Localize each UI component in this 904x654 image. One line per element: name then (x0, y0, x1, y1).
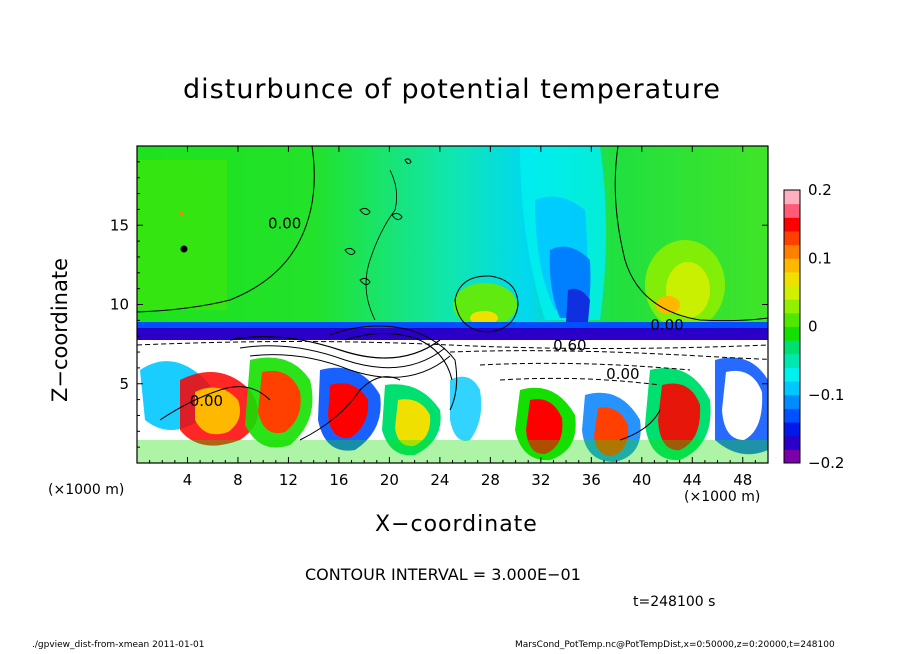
colorbar-swatch (784, 244, 800, 259)
x-tick-label: 4 (183, 471, 193, 489)
x-tick-label: 32 (531, 471, 550, 489)
colorbar-swatch (784, 312, 800, 327)
colorbar-swatch (784, 190, 800, 205)
colorbar-swatch (784, 203, 800, 218)
y-axis-label: Z−coordinate (48, 258, 72, 402)
contour-interval-note: CONTOUR INTERVAL = 3.000E−01 (305, 565, 581, 584)
y-tick-label: 15 (110, 216, 129, 234)
footer-left: ./gpview_dist-from-xmean 2011-01-01 (32, 640, 205, 650)
contour-label: 0.00 (190, 392, 223, 410)
colorbar-tick-label: 0.1 (808, 249, 832, 267)
colorbar: 0.2 0.1 0 −0.1 −0.2 (783, 181, 844, 472)
x-unit-label-left: (×1000 m) (48, 482, 125, 498)
chart-title: disturbunce of potential temperature (183, 74, 721, 105)
colorbar-swatch (784, 258, 800, 273)
x-tick-label: 20 (380, 471, 399, 489)
x-tick-label: 28 (481, 471, 500, 489)
x-tick-label: 48 (733, 471, 752, 489)
colorbar-tick-label: −0.2 (808, 454, 844, 472)
heatmap-field (137, 146, 768, 463)
contour-lines (137, 146, 768, 441)
x-tick-label: 12 (279, 471, 298, 489)
colorbar-tick-label: 0 (808, 318, 818, 336)
footer-right: MarsCond_PotTemp.nc@PotTempDist,x=0:5000… (515, 640, 835, 650)
colorbar-tick-label: 0.2 (808, 181, 832, 199)
x-tick-label: 36 (582, 471, 601, 489)
x-tick-label: 24 (430, 471, 449, 489)
contour-label: 0.00 (606, 365, 639, 383)
x-unit-label-right: (×1000 m) (684, 489, 761, 505)
y-axis: 5 10 15 (110, 161, 768, 448)
x-tick-label: 16 (329, 471, 348, 489)
contour-labels: 0.00 0.00 0.60 0.00 0.00 (190, 215, 684, 411)
colorbar-frame (783, 189, 801, 464)
colorbar-swatch (784, 367, 800, 382)
colorbar-swatch (784, 381, 800, 396)
x-tick-label: 8 (233, 471, 243, 489)
colorbar-swatch (784, 299, 800, 314)
colorbar-tick-label: −0.1 (808, 386, 844, 404)
y-tick-label: 5 (119, 375, 129, 393)
colorbar-swatch (784, 230, 800, 246)
colorbar-swatch (784, 449, 800, 464)
x-tick-label: 40 (632, 471, 651, 489)
y-tick-label: 10 (110, 296, 129, 314)
colorbar-swatch (784, 326, 800, 341)
colorbar-swatch (784, 217, 800, 232)
x-tick-label: 44 (683, 471, 702, 489)
colorbar-swatch (784, 353, 800, 368)
colorbar-swatch (784, 394, 800, 409)
contour-label: 0.60 (553, 337, 586, 355)
x-axis-label: X−coordinate (375, 512, 538, 537)
colorbar-swatch (784, 271, 800, 287)
colorbar-swatch (784, 435, 800, 450)
x-axis: 4 8 12 16 20 24 28 32 36 40 44 48 (149, 146, 756, 489)
warm-spot (179, 212, 183, 216)
time-note: t=248100 s (633, 594, 716, 610)
contour-label: 0.00 (650, 316, 683, 334)
colorbar-swatch (784, 422, 800, 437)
colorbar-swatch (784, 340, 800, 355)
colorbar-swatch (784, 285, 800, 300)
colorbar-swatch (784, 408, 800, 423)
dark-spot (180, 245, 188, 253)
contour-label: 0.00 (268, 215, 301, 233)
